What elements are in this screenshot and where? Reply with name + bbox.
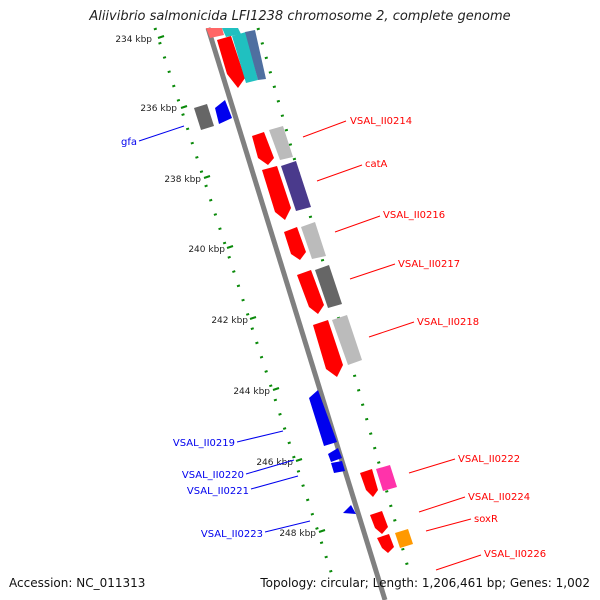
leader-line bbox=[250, 475, 299, 490]
tick-mark bbox=[318, 529, 326, 533]
tick-mark bbox=[295, 458, 303, 462]
gene-arrow bbox=[215, 100, 232, 124]
genome-backbone bbox=[205, 27, 388, 600]
gene-arrow bbox=[313, 320, 343, 377]
gene-arrow bbox=[217, 36, 245, 88]
gene-label: VSAL_II0221 bbox=[187, 486, 249, 497]
gene-label: VSAL_II0223 bbox=[201, 529, 263, 540]
gene-label: soxR bbox=[474, 514, 498, 525]
gene-label: VSAL_II0226 bbox=[484, 549, 546, 560]
gene-arrow bbox=[194, 104, 214, 130]
gene-arrow bbox=[297, 270, 324, 314]
gene-label: VSAL_II0220 bbox=[182, 470, 244, 481]
kbp-ticks bbox=[157, 35, 326, 533]
gene-arrow bbox=[376, 465, 397, 491]
tick-label: 248 kbp bbox=[279, 529, 316, 539]
tick-label: 242 kbp bbox=[211, 316, 248, 326]
reverse-strand-genes bbox=[194, 100, 356, 514]
reverse-gene-labels: gfa VSAL_II0219 VSAL_II0220 VSAL_II0221 … bbox=[121, 137, 263, 540]
gene-arrow bbox=[331, 461, 345, 473]
leader-line bbox=[435, 554, 482, 571]
gene-arrow bbox=[301, 222, 326, 259]
forward-label-leaders bbox=[302, 120, 482, 571]
leader-line bbox=[349, 263, 396, 280]
gene-label: VSAL_II0222 bbox=[458, 454, 520, 465]
leader-line bbox=[316, 164, 363, 182]
leader-line bbox=[334, 215, 381, 233]
leader-line bbox=[418, 496, 466, 513]
gene-arrow bbox=[360, 469, 378, 497]
gene-label: VSAL_II0216 bbox=[383, 210, 445, 221]
gene-label: VSAL_II0219 bbox=[173, 438, 235, 449]
tick-mark bbox=[249, 316, 257, 320]
gene-arrow bbox=[284, 227, 306, 260]
leader-line bbox=[138, 125, 185, 142]
tick-label: 246 kbp bbox=[256, 458, 293, 468]
gene-arrow bbox=[315, 265, 342, 308]
tick-mark bbox=[180, 105, 188, 109]
gene-arrow bbox=[232, 32, 258, 83]
leader-line bbox=[408, 458, 456, 474]
gene-arrow bbox=[269, 126, 293, 160]
gene-label: VSAL_II0214 bbox=[350, 116, 412, 127]
accession-text: Accession: NC_011313 bbox=[9, 576, 146, 590]
gene-arrow bbox=[332, 315, 362, 365]
tick-label: 240 kbp bbox=[188, 245, 225, 255]
leader-line bbox=[302, 120, 347, 138]
map-title: Aliivibrio salmonicida LFI1238 chromosom… bbox=[89, 9, 511, 24]
tick-mark bbox=[272, 387, 280, 391]
leader-line bbox=[368, 321, 415, 338]
genome-summary-text: Topology: circular; Length: 1,206,461 bp… bbox=[260, 576, 590, 590]
tick-label: 244 kbp bbox=[233, 387, 270, 397]
tick-label: 238 kbp bbox=[164, 175, 201, 185]
tick-label: 236 kbp bbox=[140, 104, 177, 114]
gene-label: gfa bbox=[121, 137, 137, 148]
reverse-label-leaders bbox=[138, 125, 311, 533]
tick-mark bbox=[203, 175, 211, 179]
gene-label: VSAL_II0217 bbox=[398, 259, 460, 270]
gene-arrow bbox=[377, 534, 394, 553]
forward-strand-genes bbox=[206, 28, 413, 553]
tick-mark bbox=[226, 245, 234, 249]
gene-arrow bbox=[222, 28, 241, 37]
leader-line bbox=[245, 459, 295, 475]
leader-line bbox=[425, 518, 472, 532]
gene-arrow bbox=[252, 132, 274, 165]
gene-arrow bbox=[395, 529, 413, 548]
leader-line bbox=[264, 520, 311, 533]
gene-arrow bbox=[281, 161, 311, 211]
gene-label: VSAL_II0224 bbox=[468, 492, 530, 503]
gene-arrow bbox=[328, 448, 342, 462]
gene-arrow bbox=[343, 505, 356, 514]
tick-mark bbox=[157, 35, 165, 39]
tick-label: 234 kbp bbox=[115, 35, 152, 45]
forward-gene-labels: VSAL_II0214 catA VSAL_II0216 VSAL_II0217… bbox=[350, 116, 546, 560]
gene-arrow bbox=[245, 30, 266, 80]
gene-arrow bbox=[370, 511, 388, 534]
gene-arrow bbox=[309, 390, 337, 446]
tick-labels: 234 kbp 236 kbp 238 kbp 240 kbp 242 kbp … bbox=[115, 35, 316, 539]
leader-line bbox=[236, 430, 284, 443]
gene-arrow bbox=[206, 28, 224, 38]
gene-arrow bbox=[262, 166, 291, 220]
gene-label: catA bbox=[365, 159, 388, 170]
gene-label: VSAL_II0218 bbox=[417, 317, 479, 328]
